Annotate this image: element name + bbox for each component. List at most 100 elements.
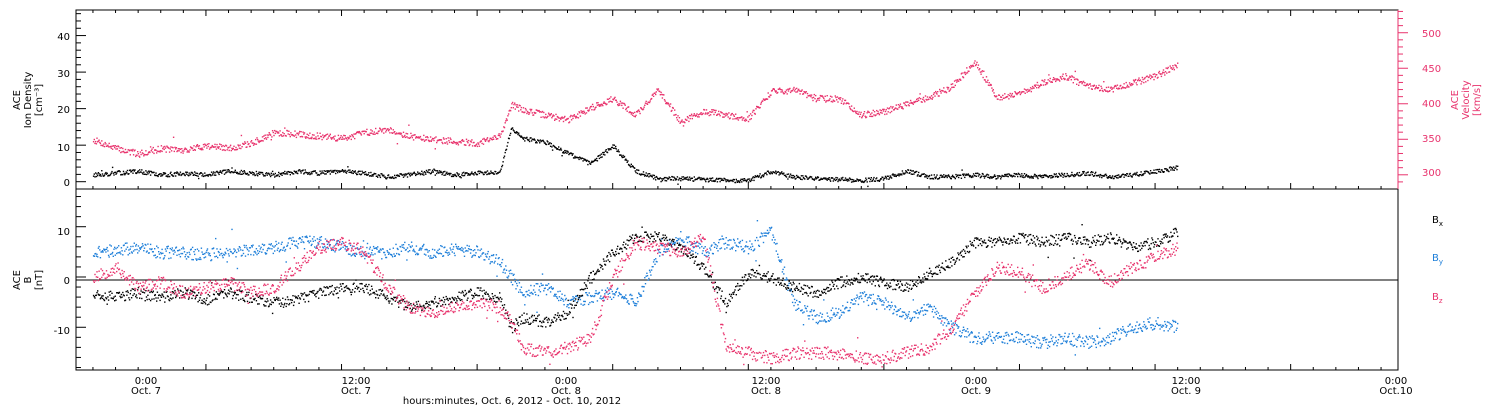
data-point [1152,73,1154,76]
data-point [505,120,507,122]
data-point [239,171,241,173]
data-point [782,268,784,271]
data-point [1093,84,1095,86]
data-point [991,87,993,89]
data-point [661,178,663,180]
data-point [778,88,780,90]
data-point [876,177,878,179]
data-point [137,153,140,155]
data-point [429,257,431,259]
data-point [880,300,883,303]
data-point [987,335,990,337]
data-point [525,109,527,111]
data-point [465,138,468,140]
data-point [979,337,981,339]
data-point [882,300,884,302]
data-point [557,290,559,293]
data-point [704,246,706,248]
data-point [655,91,657,93]
data-point [410,241,413,243]
data-point [194,174,196,176]
data-point [538,289,540,291]
data-point [1050,337,1053,340]
data-point [432,138,434,140]
data-point [343,134,345,137]
data-point [1038,175,1041,177]
data-point [902,314,904,317]
data-point [758,175,761,177]
data-point [492,172,494,174]
data-point [539,139,542,141]
data-point [934,95,936,97]
data-point [676,117,678,119]
data-point [351,134,353,136]
data-point [415,137,417,139]
data-point [701,245,703,248]
data-point [718,241,720,244]
data-point [673,243,675,245]
data-point [372,254,374,256]
data-point [1012,339,1014,342]
data-point [749,180,752,183]
data-point [860,111,862,114]
data-point [986,173,988,176]
data-point [1164,71,1167,73]
data-point [726,113,729,115]
data-point [585,159,587,161]
data-point [514,281,516,283]
data-point [1118,87,1121,90]
data-point [972,65,975,67]
data-point [402,131,405,133]
data-point [1073,173,1076,176]
data-point [493,173,495,175]
data-point [437,249,439,252]
data-point [562,117,564,119]
data-point [328,242,330,244]
data-point [295,171,297,174]
data-point [901,170,904,172]
data-point [872,109,874,112]
data-point [109,253,112,255]
data-point [124,174,126,176]
data-point [1171,68,1173,70]
data-point [417,253,420,255]
data-point [539,111,542,113]
data-point [234,171,236,173]
data-point [402,246,404,248]
data-point [819,320,821,322]
data-point [746,111,748,113]
data-point [871,303,873,305]
data-point [318,238,321,241]
data-point [726,179,728,181]
data-point [714,180,716,182]
data-point [405,132,407,135]
data-point [389,132,391,134]
data-point [189,174,191,176]
data-point [370,171,372,174]
data-point [179,249,181,251]
data-point [757,239,759,242]
data-point [856,110,858,113]
data-point [443,246,445,249]
data-point [883,301,885,304]
data-point [645,100,647,103]
data-point [834,315,836,317]
data-point [747,181,750,183]
data-point [657,88,660,90]
data-point [1002,94,1004,97]
data-point [204,252,206,255]
data-point [805,175,807,177]
data-point [523,294,525,296]
data-point [1173,69,1175,71]
data-point [605,149,607,151]
data-point [966,174,969,176]
data-point [419,248,421,250]
data-point [821,313,824,315]
data-point [1055,80,1057,83]
data-point [728,239,731,241]
data-point [1069,175,1072,177]
data-point [120,151,122,154]
data-point [577,113,579,115]
data-point [111,251,114,254]
data-point [606,287,609,289]
